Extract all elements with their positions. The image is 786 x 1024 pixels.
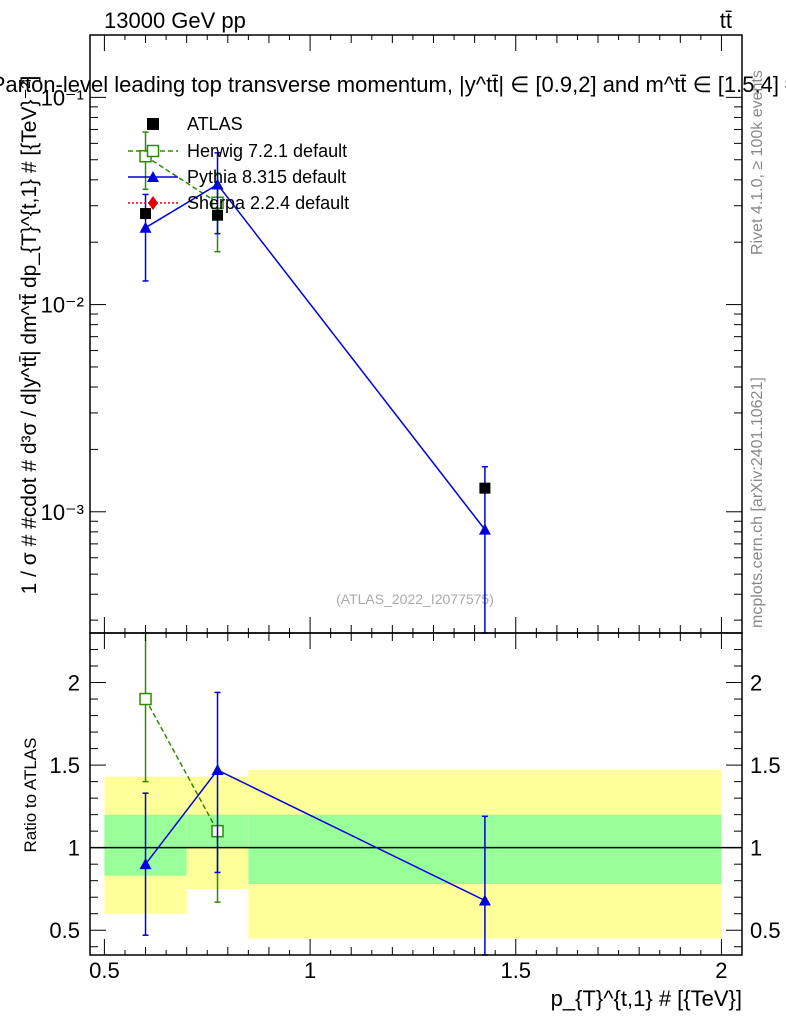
pythia-ratio-point: [139, 858, 152, 870]
x-axis-label: p_{T}^{t,1} # [{TeV}]: [551, 986, 742, 1011]
herwig-ratio-line: [144, 698, 219, 832]
rivet-label: Rivet 4.1.0, ≥ 100k events: [749, 70, 766, 255]
energy-label: 13000 GeV pp: [104, 8, 246, 33]
data-layer: [139, 131, 491, 956]
axes-layer: 0.5 1 1.5 2 10⁻¹ 10⁻² 10⁻³ 2 2 1.5 1.5 1 1 0.5 0.5: [41, 34, 781, 983]
process-label: tt̄: [720, 8, 732, 33]
legend-label: Pythia 8.315 default: [187, 167, 346, 187]
ratio-y-axis-label: Ratio to ATLAS: [21, 738, 40, 853]
y-tick-label: 10⁻³: [41, 500, 84, 525]
x-tick-label: 2: [715, 958, 727, 983]
analysis-watermark: (ATLAS_2022_I2077575): [336, 591, 494, 607]
x-tick-label: 0.5: [89, 958, 120, 983]
atlas-point: [212, 209, 224, 221]
legend-sherpa-marker: [148, 196, 158, 210]
legend-atlas-marker: [147, 118, 159, 130]
legend-pythia-marker: [147, 171, 159, 182]
ratio-tick-label-left: 1.5: [49, 753, 80, 778]
pythia-point: [139, 221, 152, 233]
legend-label: ATLAS: [187, 114, 243, 134]
ratio-tick-label-right: 0.5: [750, 918, 781, 943]
pythia-line: [145, 183, 486, 531]
ratio-tick-label-left: 2: [68, 671, 80, 696]
y-tick-label: 10⁻¹: [41, 85, 84, 110]
herwig-line: [145, 155, 218, 204]
main-y-axis-label: 1 / σ # #cdot # d³σ / d|y^tt̄| dm^tt̄ dp…: [18, 76, 41, 595]
ratio-frame: [89, 632, 743, 956]
ratio-tick-label-left: 1: [68, 836, 80, 861]
ratio-uncertainty-bands: [90, 770, 742, 939]
atlas-point: [140, 208, 152, 220]
ratio-tick-label-right: 2: [750, 671, 762, 696]
atlas-point: [479, 482, 491, 494]
ratio-tick-label-right: 1.5: [750, 753, 781, 778]
herwig-ratio-point: [139, 692, 152, 706]
x-tick-label: 1: [304, 958, 316, 983]
x-tick-label: 1.5: [500, 958, 531, 983]
legend-label: Sherpa 2.2.4 default: [187, 193, 349, 213]
ratio-tick-label-right: 1: [750, 836, 762, 861]
mcplots-label: mcplots.cern.ch [arXiv:2401.10621]: [749, 377, 766, 628]
ratio-tick-label-left: 0.5: [49, 918, 80, 943]
pythia-point: [211, 178, 224, 190]
legend-herwig-marker: [146, 144, 160, 158]
pythia-ratio-point: [478, 894, 491, 906]
plot-title: Parton-level leading top transverse mome…: [0, 72, 786, 97]
y-tick-label: 10⁻²: [41, 293, 84, 318]
pythia-point: [478, 523, 491, 535]
pythia-ratio-point: [211, 764, 224, 776]
legend-label: Herwig 7.2.1 default: [187, 141, 347, 161]
legend: ATLAS Herwig 7.2.1 default Pythia 8.315 de…: [128, 114, 349, 213]
